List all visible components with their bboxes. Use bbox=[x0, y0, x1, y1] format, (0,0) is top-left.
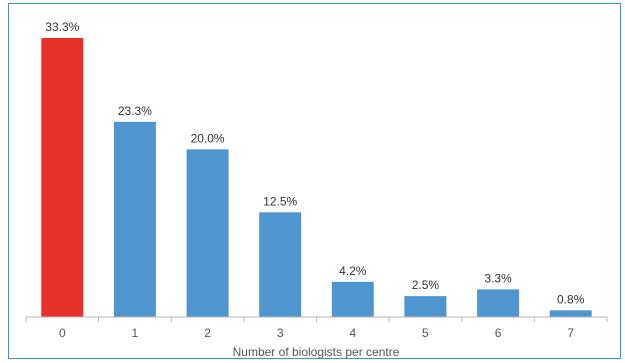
x-ticks-group bbox=[25, 317, 608, 322]
x-tick-label-6: 6 bbox=[495, 326, 502, 340]
x-tick-label-4: 4 bbox=[349, 326, 356, 340]
bar-3 bbox=[259, 212, 302, 317]
bar-5 bbox=[404, 296, 447, 317]
bar-7 bbox=[549, 310, 592, 317]
bar-value-label-4: 4.2% bbox=[339, 264, 367, 278]
bar-labels-group: 33.3% 23.3% 20.0% 12.5% 4.2% 2.5% 3.3% 0.8% bbox=[45, 20, 584, 306]
x-tick-label-0: 0 bbox=[59, 326, 66, 340]
bar-4 bbox=[331, 281, 374, 317]
bar-value-label-3: 12.5% bbox=[263, 194, 297, 208]
bar-0 bbox=[41, 38, 84, 317]
bar-value-label-7: 0.8% bbox=[557, 292, 585, 306]
x-tick-label-2: 2 bbox=[204, 326, 211, 340]
x-tick-label-5: 5 bbox=[422, 326, 429, 340]
x-tick-label-7: 7 bbox=[567, 326, 574, 340]
x-tick-label-3: 3 bbox=[277, 326, 284, 340]
bar-value-label-6: 3.3% bbox=[484, 271, 512, 285]
bar-6 bbox=[477, 289, 520, 317]
bar-value-label-5: 2.5% bbox=[412, 278, 440, 292]
bar-value-label-1: 23.3% bbox=[118, 104, 152, 118]
bars-group bbox=[41, 38, 592, 317]
x-tick-labels-group: 0 1 2 3 4 5 6 7 bbox=[59, 326, 574, 340]
x-axis-title: Number of biologists per centre bbox=[233, 345, 400, 359]
bar-2 bbox=[186, 149, 229, 317]
bar-value-label-2: 20.0% bbox=[191, 131, 225, 145]
bar-1 bbox=[113, 121, 156, 317]
bar-value-label-0: 33.3% bbox=[45, 20, 79, 34]
x-tick-label-1: 1 bbox=[132, 326, 139, 340]
